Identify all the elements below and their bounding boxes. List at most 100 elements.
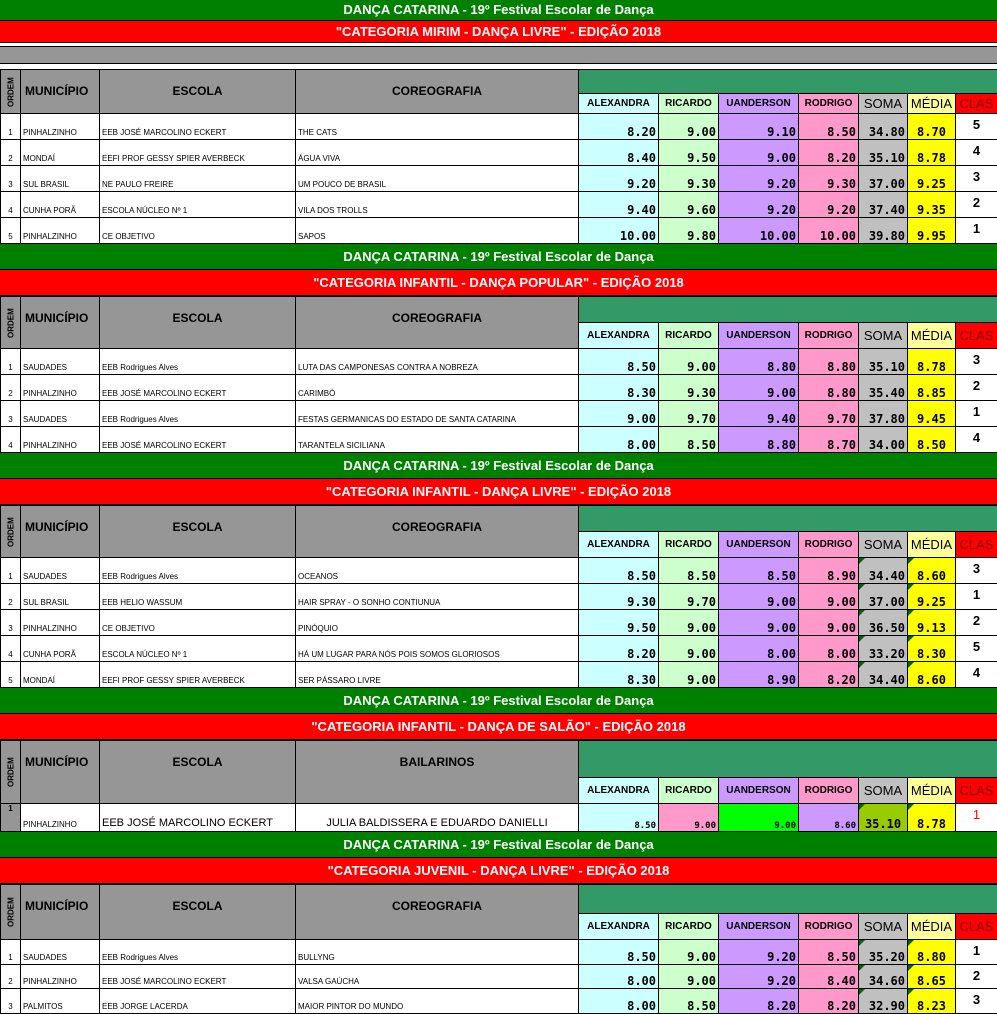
- escola-cell: EEFI PROF GESSY SPIER AVERBECK: [100, 140, 296, 166]
- obra-cell: ÁGUA VIVA: [296, 140, 579, 166]
- score-alexandra: 8.50: [579, 558, 659, 584]
- festival-title-banner: DANÇA CATARINA - 19º Festival Escolar de…: [0, 0, 997, 21]
- ordem-cell: 1: [1, 114, 21, 140]
- ordem-cell: 5: [1, 218, 21, 244]
- ordem-cell: 4: [1, 192, 21, 218]
- third-column-header: COREOGRAFIA: [296, 297, 579, 349]
- media-header: MÉDIA: [908, 323, 956, 349]
- escola-header: ESCOLA: [100, 297, 296, 349]
- municipio-cell: SUL BRASIL: [21, 584, 100, 610]
- judges-group-header: [579, 70, 997, 94]
- score-alexandra: 8.40: [579, 140, 659, 166]
- ordem-cell: 3: [1, 610, 21, 636]
- judge-header-alexandra: ALEXANDRA: [579, 778, 659, 804]
- municipio-cell: SAUDADES: [21, 558, 100, 584]
- escola-cell: EEB JORGE LACERDA: [100, 989, 296, 1014]
- soma-cell: 34.40: [859, 558, 908, 584]
- soma-cell: 37.40: [859, 192, 908, 218]
- score-alexandra: 8.50: [579, 940, 659, 965]
- media-cell: 8.60: [908, 558, 956, 584]
- municipio-cell: SAUDADES: [21, 401, 100, 427]
- obra-cell: SAPOS: [296, 218, 579, 244]
- municipio-cell: MONDAÍ: [21, 662, 100, 688]
- score-ricardo: 9.80: [659, 218, 719, 244]
- judge-header-ricardo: RICARDO: [659, 914, 719, 940]
- soma-cell: 35.10: [859, 349, 908, 375]
- escola-header: ESCOLA: [100, 885, 296, 940]
- obra-cell: VILA DOS TROLLS: [296, 192, 579, 218]
- score-alexandra: 8.30: [579, 375, 659, 401]
- soma-cell: 33.20: [859, 636, 908, 662]
- soma-cell: 37.00: [859, 584, 908, 610]
- judge-header-rodrigo: RODRIGO: [799, 532, 859, 558]
- escola-cell: ESCOLA NÚCLEO Nº 1: [100, 636, 296, 662]
- score-alexandra: 9.50: [579, 610, 659, 636]
- escola-header: ESCOLA: [100, 506, 296, 558]
- media-cell: 9.95: [908, 218, 956, 244]
- escola-cell: EEB JOSÉ MARCOLINO ECKERT: [100, 964, 296, 989]
- media-header: MÉDIA: [908, 778, 956, 804]
- gray-spacer-bar: [0, 46, 997, 64]
- municipio-cell: PINHALZINHO: [21, 375, 100, 401]
- score-rodrigo: 8.60: [799, 804, 859, 832]
- municipio-cell: PINHALZINHO: [21, 114, 100, 140]
- festival-title-banner: DANÇA CATARINA - 19º Festival Escolar de…: [0, 832, 997, 858]
- score-rodrigo: 8.40: [799, 964, 859, 989]
- escola-cell: EEB JOSÉ MARCOLINO ECKERT: [100, 375, 296, 401]
- soma-cell: 34.60: [859, 964, 908, 989]
- score-ricardo: 9.00: [659, 610, 719, 636]
- soma-cell: 35.40: [859, 375, 908, 401]
- score-alexandra: 8.30: [579, 662, 659, 688]
- municipio-cell: PINHALZINHO: [21, 427, 100, 453]
- clas-cell: 1: [956, 940, 997, 965]
- obra-cell: PINÓQUIO: [296, 610, 579, 636]
- third-column-header: COREOGRAFIA: [296, 70, 579, 114]
- media-cell: 8.78: [908, 349, 956, 375]
- score-ricardo: 9.00: [659, 114, 719, 140]
- clas-cell: 1: [956, 401, 997, 427]
- judge-header-rodrigo: RODRIGO: [799, 778, 859, 804]
- third-column-header: BAILARINOS: [296, 741, 579, 804]
- score-rodrigo: 10.00: [799, 218, 859, 244]
- ordem-cell: 2: [1, 964, 21, 989]
- score-ricardo: 9.30: [659, 166, 719, 192]
- score-uanderson: 9.00: [719, 140, 799, 166]
- municipio-cell: SAUDADES: [21, 940, 100, 965]
- score-ricardo: 9.00: [659, 804, 719, 832]
- obra-cell: HÁ UM LUGAR PARA NÓS POIS SOMOS GLORIOSO…: [296, 636, 579, 662]
- obra-cell: UM POUCO DE BRASIL: [296, 166, 579, 192]
- clas-cell: 1: [956, 804, 997, 832]
- score-ricardo: 9.00: [659, 349, 719, 375]
- score-uanderson: 9.00: [719, 584, 799, 610]
- score-uanderson: 9.20: [719, 940, 799, 965]
- municipio-cell: CUNHA PORÃ: [21, 636, 100, 662]
- ordem-cell: 2: [1, 375, 21, 401]
- obra-cell: VALSA GAÚCHA: [296, 964, 579, 989]
- score-rodrigo: 8.50: [799, 940, 859, 965]
- score-uanderson: 8.00: [719, 636, 799, 662]
- media-cell: 8.78: [908, 140, 956, 166]
- media-cell: 9.35: [908, 192, 956, 218]
- third-column-header: COREOGRAFIA: [296, 506, 579, 558]
- soma-header: SOMA: [859, 532, 908, 558]
- score-alexandra: 8.50: [579, 349, 659, 375]
- municipio-cell: CUNHA PORÃ: [21, 192, 100, 218]
- clas-cell: 3: [956, 558, 997, 584]
- media-cell: 9.45: [908, 401, 956, 427]
- judge-header-ricardo: RICARDO: [659, 323, 719, 349]
- score-ricardo: 8.50: [659, 427, 719, 453]
- municipio-header: MUNICÍPIO: [21, 70, 100, 114]
- clas-cell: 5: [956, 114, 997, 140]
- clas-cell: 4: [956, 140, 997, 166]
- clas-header: CLAS: [956, 323, 997, 349]
